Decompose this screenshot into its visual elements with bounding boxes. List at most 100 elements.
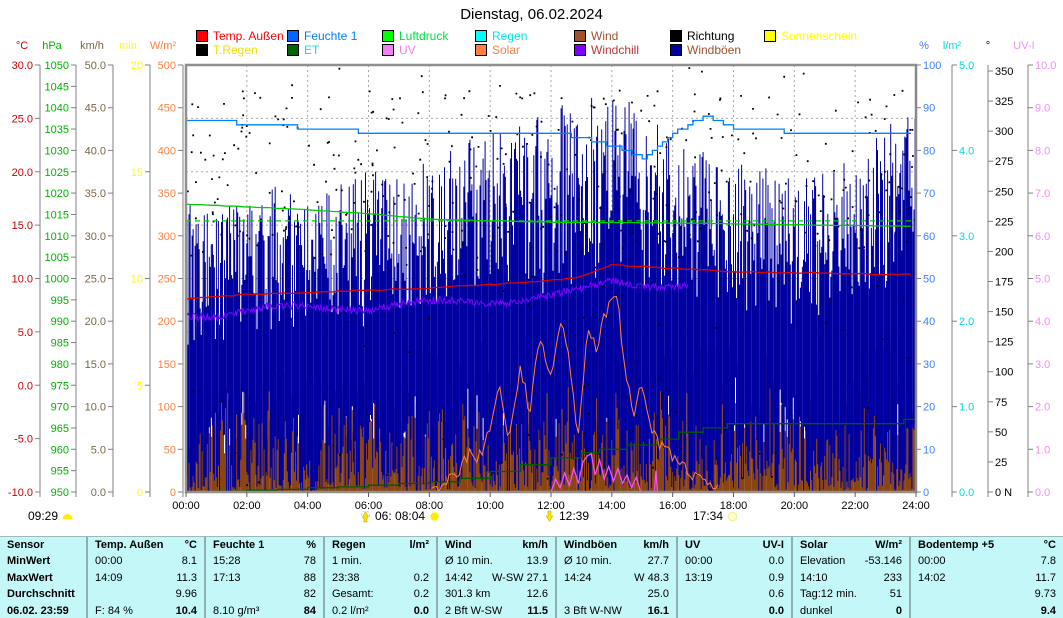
- legend-label: Temp. Außen: [213, 28, 284, 43]
- axis-unit-labels: °C hPa km/h min W/m²% l/m² ° UV-I: [16, 40, 1035, 52]
- cell-value: 0.2: [413, 571, 429, 584]
- table-column-wind: Wind km/h Ø 10 min. 13.9 14:42 W-SW 27.1 301.3…: [436, 537, 555, 618]
- series-uv: [550, 452, 659, 493]
- svg-text:22:00: 22:00: [841, 500, 869, 512]
- table-cell-solar-minwert: Elevation -53.146: [793, 553, 909, 569]
- legend-item-uv: UV: [382, 43, 416, 57]
- table-cell-feuchte-1-durchschnitt: 82: [206, 586, 323, 602]
- table-cell-bodentemp-maxwert: 14:02 11.7: [911, 570, 1063, 586]
- cell-value: 88: [303, 571, 316, 584]
- table-cell-regen-maxwert: 23:38 0.2: [325, 570, 436, 586]
- svg-text:225: 225: [995, 216, 1013, 228]
- cell-label: 1 min.: [332, 555, 362, 568]
- svg-text:1040: 1040: [45, 103, 69, 115]
- svg-text:°: °: [986, 40, 990, 52]
- svg-text:960: 960: [51, 444, 69, 456]
- cell-label: 00:00: [95, 555, 123, 568]
- sunshine-duration-time: 09:29: [28, 509, 59, 523]
- svg-text:500: 500: [158, 60, 176, 72]
- legend-swatch-uv-icon: [382, 43, 394, 56]
- svg-text:45.0: 45.0: [85, 103, 106, 115]
- svg-text:75: 75: [995, 397, 1007, 409]
- legend-label: Sonnenschein: [781, 28, 858, 43]
- table-column-uv: UV UV-I 00:00 0.0 13:19 0.9 0.6 0.0: [676, 537, 791, 618]
- column-header: Wind: [445, 539, 472, 551]
- weather-chart: °C hPa km/h min W/m²% l/m² ° UV-I -10.0 -5.0 0.0 5.…: [8, 40, 1057, 512]
- table-cell-temp-aussen-maxwert: 14:09 11.3: [88, 570, 204, 586]
- svg-text:UV-I: UV-I: [1013, 40, 1034, 52]
- svg-text:10.0: 10.0: [85, 402, 106, 414]
- table-cell-regen-minwert: 1 min.: [325, 553, 436, 569]
- svg-text:275: 275: [995, 156, 1013, 168]
- cell-value: 12.6: [526, 588, 548, 601]
- legend-swatch-richtung-icon: [670, 29, 682, 42]
- cell-value: 25.0: [647, 588, 669, 601]
- series-et: [186, 418, 916, 493]
- svg-text:1050: 1050: [45, 60, 69, 72]
- cell-value: 0.9: [768, 571, 784, 584]
- svg-text:-5.0: -5.0: [14, 434, 33, 446]
- legend-item-t-regen: T.Regen: [196, 43, 258, 57]
- table-cell-windboeen-06022359: 3 Bft W-NW 16.1: [557, 603, 676, 618]
- svg-text:325: 325: [995, 96, 1013, 108]
- svg-text:25.0: 25.0: [12, 113, 33, 125]
- svg-text:25.0: 25.0: [85, 274, 106, 286]
- svg-text:40: 40: [923, 316, 935, 328]
- legend-swatch-solar-icon: [475, 43, 487, 56]
- solar-noon-annotation: 12:39: [540, 509, 589, 523]
- svg-text:40.0: 40.0: [85, 145, 106, 157]
- table-row-label: MaxWert: [7, 571, 53, 584]
- sunrise-annotation: 06: 08:04: [356, 509, 444, 523]
- legend-label: Solar: [492, 42, 521, 57]
- cell-label: 14:09: [95, 571, 123, 584]
- cell-label: 00:00: [685, 555, 713, 568]
- svg-text:5.0: 5.0: [91, 444, 106, 456]
- cell-label: 14:24: [564, 571, 592, 584]
- cell-label: 301.3 km: [445, 588, 491, 601]
- svg-text:hPa: hPa: [42, 40, 62, 52]
- legend-label: Luftdruck: [399, 28, 449, 43]
- cell-label: 14:10: [800, 571, 828, 584]
- pale-sun-icon: [727, 511, 738, 521]
- legend-swatch-windboeen-icon: [670, 43, 682, 56]
- table-header-row: Feuchte 1%: [206, 537, 323, 553]
- table-cell-wind-durchschnitt: 301.3 km 12.6: [438, 586, 555, 602]
- svg-text:20.0: 20.0: [12, 167, 33, 179]
- svg-text:350: 350: [995, 66, 1013, 78]
- svg-text:8.0: 8.0: [1035, 145, 1050, 157]
- table-cell-bodentemp-minwert: 00:00 7.8: [911, 553, 1063, 569]
- cell-value: 82: [303, 588, 316, 601]
- cell-label: dunkel: [800, 604, 833, 617]
- svg-text:1030: 1030: [45, 145, 69, 157]
- table-cell-feuchte-1-maxwert: 17:13 88: [206, 570, 323, 586]
- svg-text:15.0: 15.0: [12, 220, 33, 232]
- svg-text:0: 0: [170, 487, 176, 499]
- svg-text:50: 50: [164, 444, 176, 456]
- sunshine-duration-annotation: 09:29: [28, 509, 77, 523]
- legend-label: Richtung: [687, 28, 735, 43]
- cell-label: 00:00: [918, 555, 946, 568]
- svg-text:400: 400: [158, 145, 176, 157]
- svg-text:20: 20: [923, 402, 935, 414]
- svg-text:300: 300: [995, 126, 1013, 138]
- table-cell-wind-06022359: 2 Bft W-SW 11.5: [438, 603, 555, 618]
- svg-text:990: 990: [51, 316, 69, 328]
- svg-text:3.0: 3.0: [1035, 359, 1050, 371]
- legend-item-luftdruck: Luftdruck: [382, 28, 449, 43]
- table-cell-regen-06022359: 0.2 l/m² 0.0: [325, 603, 436, 618]
- svg-text:985: 985: [51, 338, 69, 350]
- cell-value: 9.96: [175, 588, 197, 601]
- cell-label: 23:38: [332, 571, 360, 584]
- table-column-row-labels: Sensor MinWert MaxWert Durchschnitt 06.02. 2…: [0, 537, 86, 618]
- sunrise-icon: [361, 510, 370, 522]
- column-unit: %: [306, 539, 316, 551]
- cell-label: 13:19: [685, 571, 713, 584]
- column-unit: UV-I: [762, 539, 784, 551]
- svg-text:995: 995: [51, 295, 69, 307]
- legend-swatch-wind-icon: [574, 29, 586, 42]
- svg-text:2.0: 2.0: [1035, 402, 1050, 414]
- svg-text:5.0: 5.0: [18, 327, 33, 339]
- svg-text:°C: °C: [16, 40, 28, 52]
- svg-text:9.0: 9.0: [1035, 103, 1050, 115]
- sunrise-time: 06: 08:04: [375, 509, 426, 523]
